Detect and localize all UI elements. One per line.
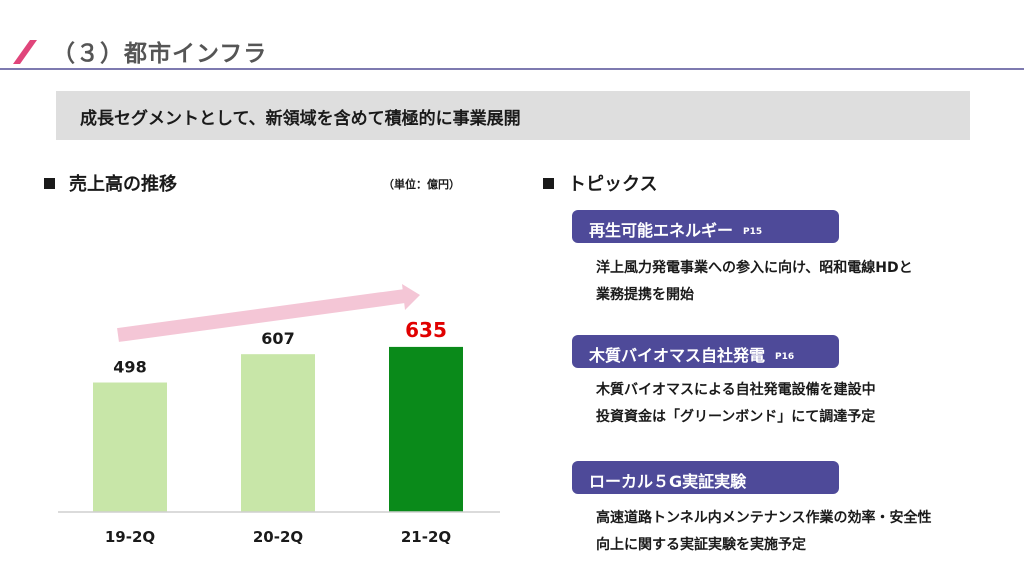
topic-line: 洋上風力発電事業への参入に向け、昭和電線HDと <box>596 260 913 276</box>
topics-section-heading: トピックス <box>543 170 657 196</box>
category-label-20-2Q: 20-2Q <box>253 528 303 546</box>
trend-arrow-head-icon <box>402 284 420 310</box>
category-label-21-2Q: 21-2Q <box>401 528 451 546</box>
bar-20-2Q <box>241 354 315 512</box>
topic-pill-biomass-power: 木質バイオマス自社発電 P16 <box>572 335 839 368</box>
topic-line: 木質バイオマスによる自社発電設備を建設中 <box>596 382 876 398</box>
topic-description-local-5g: 高速道路トンネル内メンテナンス作業の効率・安全性 向上に関する実証実験を実施予定 <box>596 505 931 559</box>
slash-accent-icon <box>13 40 37 64</box>
unit-note: （単位：億円） <box>383 178 460 191</box>
sales-section-heading: 売上高の推移 <box>44 170 177 196</box>
page-title: （３）都市インフラ <box>52 41 268 67</box>
topic-title: 再生可能エネルギー <box>589 221 734 240</box>
topic-line: 向上に関する実証実験を実施予定 <box>596 537 806 553</box>
bar-19-2Q <box>93 382 167 512</box>
topic-line: 投資資金は「グリーンボンド」にて調達予定 <box>596 409 876 425</box>
topic-page-ref: P15 <box>743 226 763 237</box>
data-label-20-2Q: 607 <box>261 329 294 348</box>
topics-heading-text: トピックス <box>568 174 658 195</box>
bullet-square-icon <box>44 177 55 189</box>
topic-pill-local-5g: ローカル５G実証実験 <box>572 461 839 494</box>
title-divider <box>0 68 1024 70</box>
topic-description-renewable-energy: 洋上風力発電事業への参入に向け、昭和電線HDと 業務提携を開始 <box>596 255 913 309</box>
topic-line: 業務提携を開始 <box>596 287 694 303</box>
bullet-square-icon <box>543 177 554 189</box>
category-label-19-2Q: 19-2Q <box>105 528 155 546</box>
sales-bar-chart: 498 19-2Q 607 20-2Q 635 21-2Q <box>58 284 500 546</box>
banner-text: 成長セグメントとして、新領域を含めて積極的に事業展開 <box>80 109 521 129</box>
topic-title: ローカル５G実証実験 <box>589 472 747 491</box>
sales-heading-text: 売上高の推移 <box>69 174 177 195</box>
message-banner: 成長セグメントとして、新領域を含めて積極的に事業展開 <box>56 91 970 140</box>
topic-pill-renewable-energy: 再生可能エネルギー P15 <box>572 210 839 243</box>
bar-21-2Q <box>389 346 463 512</box>
data-label-21-2Q: 635 <box>405 318 447 342</box>
trend-arrow-shaft <box>117 289 406 342</box>
topic-line: 高速道路トンネル内メンテナンス作業の効率・安全性 <box>596 510 932 526</box>
topic-description-biomass-power: 木質バイオマスによる自社発電設備を建設中 投資資金は「グリーンボンド」にて調達予… <box>596 377 876 431</box>
topic-title: 木質バイオマス自社発電 <box>589 346 766 365</box>
topic-page-ref: P16 <box>775 351 795 362</box>
data-label-19-2Q: 498 <box>113 358 146 377</box>
